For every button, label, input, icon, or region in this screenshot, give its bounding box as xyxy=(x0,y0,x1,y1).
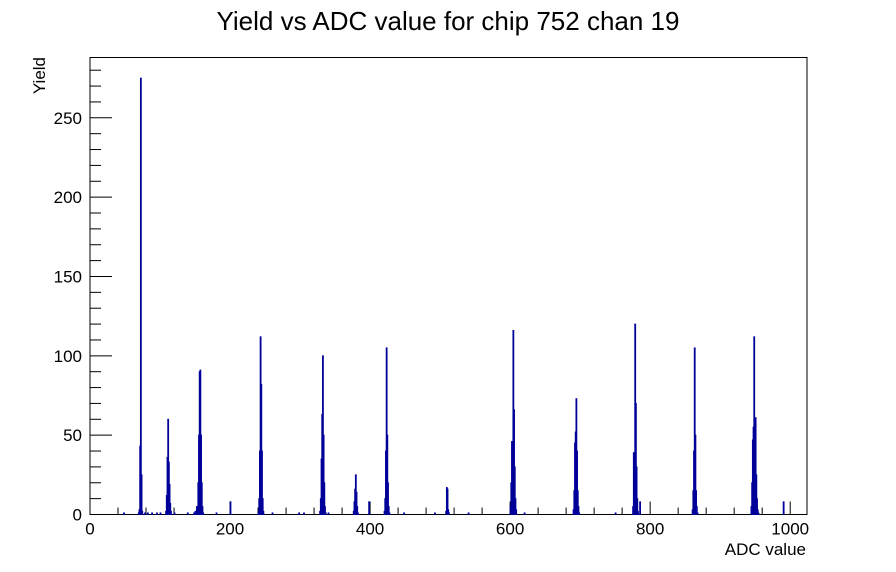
y-tick-label: 0 xyxy=(73,506,82,525)
histogram-bin xyxy=(696,512,699,515)
x-tick-label: 200 xyxy=(216,520,244,539)
histogram-bin xyxy=(195,506,198,515)
histogram-bin xyxy=(614,512,617,515)
histogram-bin xyxy=(123,512,125,515)
y-tick-label: 200 xyxy=(54,188,82,207)
histogram-bin xyxy=(215,512,218,515)
histogram-bin xyxy=(202,512,205,515)
histogram-bin xyxy=(156,512,158,515)
x-tick-label: 1000 xyxy=(771,520,809,539)
histogram-bin xyxy=(523,512,526,515)
histogram-bin xyxy=(298,512,301,515)
histogram-bin xyxy=(578,512,581,515)
histogram-bin xyxy=(151,512,153,515)
histogram-bin xyxy=(368,501,371,515)
histogram-bin xyxy=(403,512,406,515)
histogram-bin xyxy=(782,501,785,515)
histogram-bin xyxy=(194,510,197,515)
histogram-bin xyxy=(262,510,265,515)
histogram-bin xyxy=(173,512,176,515)
y-axis-ticks: 0 50 100 150 200 250 xyxy=(54,69,112,525)
histogram-bin xyxy=(324,512,327,515)
histogram-bin xyxy=(357,512,359,515)
histogram-bin xyxy=(448,512,450,515)
histogram-bin xyxy=(139,77,142,515)
histogram-bin xyxy=(637,510,639,515)
histogram-bin xyxy=(327,512,330,515)
x-tick-label: 0 xyxy=(85,520,94,539)
histogram-bins xyxy=(123,77,785,515)
histogram-bin xyxy=(515,509,518,515)
x-tick-label: 600 xyxy=(496,520,524,539)
histogram-bin xyxy=(434,512,436,515)
histogram-bin xyxy=(271,512,274,515)
y-tick-label: 150 xyxy=(54,267,82,286)
histogram-bin xyxy=(639,501,642,515)
y-axis-label: Yield xyxy=(30,57,49,94)
y-tick-label: 250 xyxy=(54,109,82,128)
histogram-bin xyxy=(229,501,232,515)
y-tick-label: 50 xyxy=(63,426,82,445)
x-axis-label: ADC value xyxy=(725,540,806,559)
histogram-bin xyxy=(141,510,144,515)
chart-title: Yield vs ADC value for chip 752 chan 19 xyxy=(217,6,680,36)
x-axis-ticks: 0 200 400 600 800 1000 xyxy=(85,501,809,539)
y-tick-label: 100 xyxy=(54,347,82,366)
histogram-bin xyxy=(144,512,146,515)
histogram-bin xyxy=(140,474,143,515)
histogram-bin xyxy=(388,512,391,515)
histogram-bin xyxy=(467,512,470,515)
histogram-bin xyxy=(146,512,149,515)
histogram-bin xyxy=(303,512,305,515)
histogram-bin xyxy=(186,512,189,515)
histogram-bin xyxy=(170,510,172,515)
histogram-bin xyxy=(757,512,760,515)
plot-frame xyxy=(89,57,808,515)
histogram-bin xyxy=(193,512,195,515)
x-tick-label: 800 xyxy=(636,520,664,539)
x-tick-label: 400 xyxy=(356,520,384,539)
histogram-bin xyxy=(159,512,162,515)
